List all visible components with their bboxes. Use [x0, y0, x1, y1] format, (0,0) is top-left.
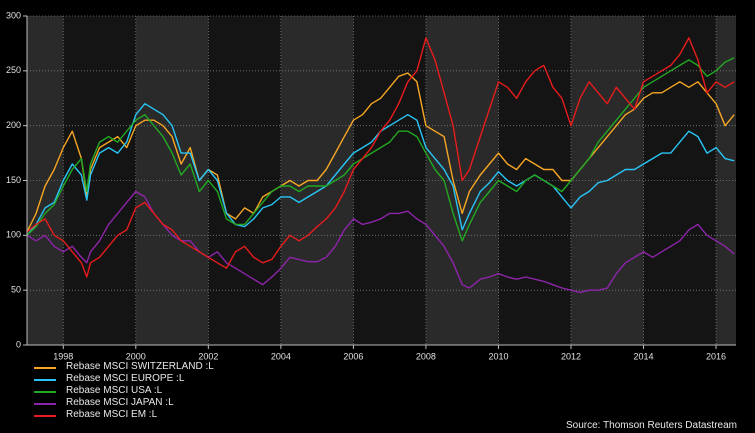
legend-swatch	[34, 415, 56, 417]
x-tick-label: 2000	[126, 351, 146, 361]
legend-label: Rebase MSCI EUROPE :L	[66, 373, 185, 384]
source-note: Source: Thomson Reuters Datastream	[565, 420, 737, 431]
y-tick-label: 150	[6, 175, 21, 185]
series-line	[26, 37, 735, 278]
x-axis-ticks: 1998 2000 2002 2004 2006 2008 2010 2012 2014 2016	[53, 345, 726, 361]
y-tick-label: 200	[6, 120, 21, 130]
legend-swatch	[34, 403, 56, 405]
x-tick-label: 2014	[634, 351, 654, 361]
legend-label: Rebase MSCI USA :L	[66, 385, 163, 396]
legend-label: Rebase MSCI JAPAN :L	[66, 397, 174, 408]
y-tick-label: 250	[6, 65, 21, 75]
series-line	[26, 72, 735, 233]
legend-label: Rebase MSCI SWITZERLAND :L	[66, 361, 214, 372]
y-axis-ticks: 0 50 100 150 200 250 300	[6, 10, 27, 349]
legend-swatch	[34, 367, 56, 369]
legend-swatch	[34, 379, 56, 381]
series-line	[26, 57, 735, 242]
x-tick-label: 2010	[488, 351, 508, 361]
x-tick-label: 2012	[561, 351, 581, 361]
x-tick-label: 1998	[53, 351, 73, 361]
legend-swatch	[34, 391, 56, 393]
y-tick-label: 100	[6, 230, 21, 240]
y-tick-label: 0	[16, 339, 21, 349]
x-tick-label: 2016	[706, 351, 726, 361]
x-tick-label: 2002	[198, 351, 218, 361]
x-tick-label: 2004	[271, 351, 291, 361]
y-tick-label: 300	[6, 10, 21, 20]
series-line	[26, 103, 735, 236]
x-tick-label: 2006	[343, 351, 363, 361]
y-tick-label: 50	[11, 285, 21, 295]
x-tick-label: 2008	[416, 351, 436, 361]
series-line	[26, 190, 735, 294]
series-lines	[26, 37, 735, 294]
legend-label: Rebase MSCI EM :L	[66, 409, 158, 420]
shaded-band	[135, 16, 209, 345]
